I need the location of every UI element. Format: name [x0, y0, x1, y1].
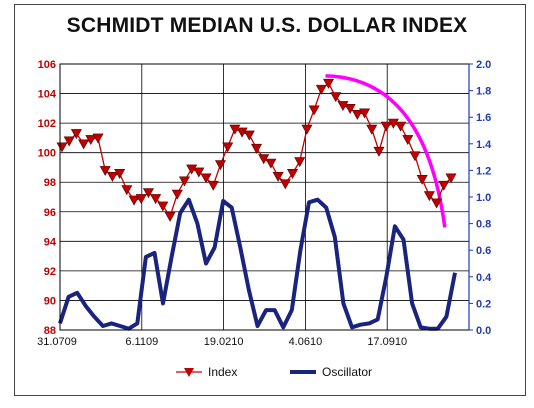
left-tick-label: 90 [44, 295, 56, 307]
index-marker [445, 173, 457, 184]
right-tick-label: 0.2 [476, 298, 491, 310]
index-marker [279, 179, 291, 190]
index-marker [395, 121, 407, 132]
index-marker [106, 172, 118, 182]
index-marker [272, 172, 284, 182]
x-tick-label: 17.0910 [367, 336, 407, 348]
chart-title: SCHMIDT MEDIAN U.S. DOLLAR INDEX [66, 14, 468, 37]
right-tick-label: 1.6 [476, 112, 491, 124]
index-marker [92, 133, 104, 144]
index-marker [250, 143, 263, 154]
index-marker [351, 109, 363, 120]
index-marker [135, 194, 147, 205]
index-marker [171, 189, 183, 200]
index-marker [423, 191, 435, 202]
index-marker [114, 169, 126, 179]
x-tick-label: 19.0210 [204, 336, 244, 348]
index-marker [387, 118, 399, 129]
legend: Index Oscillator [176, 365, 372, 379]
index-marker [229, 124, 241, 135]
index-marker [214, 160, 226, 171]
left-tick-label: 104 [38, 89, 57, 101]
index-marker [85, 135, 97, 145]
legend-index-swatch-marker [184, 368, 194, 377]
right-tick-label: 1.8 [476, 86, 491, 98]
x-tick-label: 31.0709 [37, 336, 77, 348]
axes: 88 90 92 94 96 98 100 102 104 106 0.0 0.2 0.4 0.6 0.8 1… [37, 59, 492, 348]
index-marker [287, 169, 299, 179]
right-tick-label: 0.6 [476, 245, 491, 257]
index-marker [330, 92, 342, 103]
left-tick-label: 92 [44, 266, 56, 278]
index-marker [78, 139, 90, 150]
index-marker [409, 151, 421, 162]
index-marker [164, 211, 176, 222]
right-tick-label: 0.8 [476, 219, 491, 231]
right-tick-label: 1.0 [476, 192, 491, 204]
index-marker [193, 167, 205, 178]
legend-oscillator-label: Oscillator [322, 365, 372, 379]
plot-border [59, 63, 470, 331]
index-marker [200, 173, 212, 184]
index-marker [243, 130, 255, 141]
right-tick-label: 2.0 [476, 59, 491, 71]
index-marker [337, 101, 349, 111]
oscillator-line [58, 197, 457, 331]
index-marker [301, 124, 313, 135]
index-marker [222, 142, 234, 153]
right-tick-label: 0.0 [476, 325, 491, 337]
index-marker [236, 127, 248, 138]
index-marker [416, 174, 428, 185]
index-marker [315, 84, 327, 95]
index-marker [323, 78, 335, 89]
index-marker [265, 158, 277, 169]
index-marker [128, 195, 140, 206]
x-tick-label: 6.1109 [125, 336, 158, 348]
index-marker [380, 121, 392, 132]
right-tick-label: 1.4 [476, 139, 492, 151]
left-tick-label: 100 [38, 148, 56, 160]
index-marker [294, 157, 306, 168]
right-tick-label: 1.2 [476, 165, 491, 177]
trend-curve [325, 74, 447, 228]
index-marker [70, 129, 82, 140]
x-tick-label: 4.0610 [289, 336, 323, 348]
index-marker [121, 185, 133, 196]
index-marker [142, 188, 154, 199]
index-marker [366, 124, 378, 135]
left-tick-label: 102 [38, 118, 56, 130]
index-marker [150, 194, 162, 205]
index-marker [438, 180, 450, 191]
index-marker [56, 142, 68, 153]
index-marker [373, 146, 385, 157]
legend-index-label: Index [208, 365, 237, 379]
index-marker [99, 166, 111, 177]
index-marker [63, 136, 75, 147]
left-tick-label: 98 [44, 177, 56, 189]
index-marker [308, 105, 320, 116]
oscillator-series [58, 197, 457, 331]
index-marker [344, 104, 356, 114]
trend-curve-line [325, 74, 447, 228]
left-tick-label: 106 [38, 59, 56, 71]
index-marker [186, 164, 198, 175]
index-marker [207, 180, 219, 191]
right-tick-label: 0.4 [476, 272, 492, 284]
index-series [56, 78, 457, 222]
index-marker [402, 135, 414, 145]
left-tick-label: 94 [44, 236, 57, 248]
left-tick-label: 88 [44, 325, 56, 337]
left-tick-label: 96 [44, 207, 56, 219]
index-marker [157, 201, 169, 212]
index-marker [178, 176, 190, 187]
grid [60, 63, 469, 331]
index-marker [431, 198, 443, 209]
index-marker [359, 108, 371, 119]
